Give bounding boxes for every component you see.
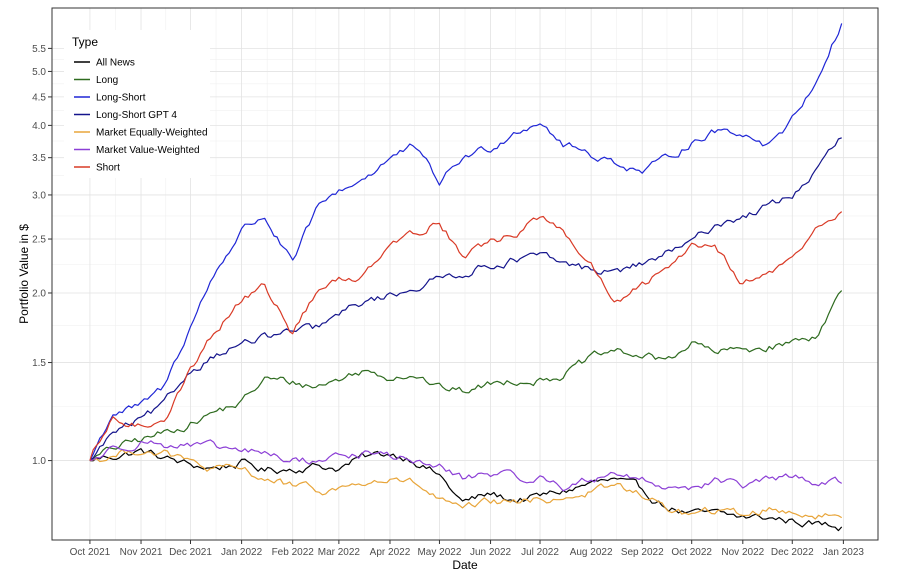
legend-label: Short [96, 163, 120, 174]
legend-label: Long-Short [96, 93, 146, 104]
x-tick-label: Jul 2022 [521, 547, 559, 558]
legend-label: Market Value-Weighted [96, 145, 200, 156]
x-tick-label: Mar 2022 [318, 547, 361, 558]
y-tick-label: 4.5 [32, 92, 46, 103]
legend-label: Long [96, 75, 118, 86]
x-tick-label: Nov 2022 [721, 547, 764, 558]
y-tick-label: 1.5 [32, 358, 46, 369]
x-tick-label: Dec 2022 [771, 547, 814, 558]
y-tick-label: 2.0 [32, 288, 46, 299]
x-tick-label: Nov 2021 [120, 547, 163, 558]
x-tick-label: Jun 2022 [470, 547, 512, 558]
x-tick-label: May 2022 [417, 547, 461, 558]
legend-label: All News [96, 58, 135, 69]
legend: Type All News Long Long-Short Long-Short GP… [64, 30, 210, 178]
series-line [89, 290, 843, 462]
x-tick-label: Aug 2022 [570, 547, 613, 558]
y-tick-label: 1.0 [32, 456, 46, 467]
y-tick-label: 5.0 [32, 67, 46, 78]
x-tick-label: Jan 2022 [221, 547, 263, 558]
x-tick-label: Dec 2021 [169, 547, 212, 558]
plot-panel [51, 7, 879, 541]
plot-panel-border [51, 7, 879, 541]
series-line [89, 137, 842, 462]
series-line [89, 211, 843, 461]
x-tick-label: Apr 2022 [370, 547, 411, 558]
series-layer [89, 23, 843, 532]
x-axis-title: Date [452, 558, 478, 572]
x-tick-label: Oct 2021 [70, 547, 111, 558]
x-tick-label: Jan 2023 [823, 547, 865, 558]
y-axis: 1.0 1.5 2.0 2.5 3.0 3.5 4.0 4.5 5.0 5.5 [32, 44, 52, 467]
y-tick-label: 3.5 [32, 153, 46, 164]
y-tick-label: 4.0 [32, 121, 46, 132]
legend-label: Long-Short GPT 4 [96, 110, 177, 121]
x-axis: Oct 2021 Nov 2021 Dec 2021 Jan 2022 Feb 2022… [70, 540, 865, 558]
y-axis-title: Portfolio Value in $ [17, 224, 31, 324]
series-line [89, 23, 843, 461]
legend-background [64, 30, 210, 178]
series-line [89, 448, 843, 532]
series-line [89, 448, 842, 520]
x-tick-label: Oct 2022 [671, 547, 712, 558]
grid-layer [52, 8, 878, 540]
legend-title: Type [72, 35, 98, 49]
x-tick-label: Feb 2022 [272, 547, 315, 558]
x-tick-label: Sep 2022 [621, 547, 664, 558]
legend-items: All News Long Long-Short Long-Short GPT 4 Ma… [74, 58, 208, 174]
legend-label: Market Equally-Weighted [96, 128, 208, 139]
y-tick-label: 5.5 [32, 44, 46, 55]
y-tick-label: 3.0 [32, 190, 46, 201]
series-line [89, 439, 843, 492]
y-tick-label: 2.5 [32, 235, 46, 246]
